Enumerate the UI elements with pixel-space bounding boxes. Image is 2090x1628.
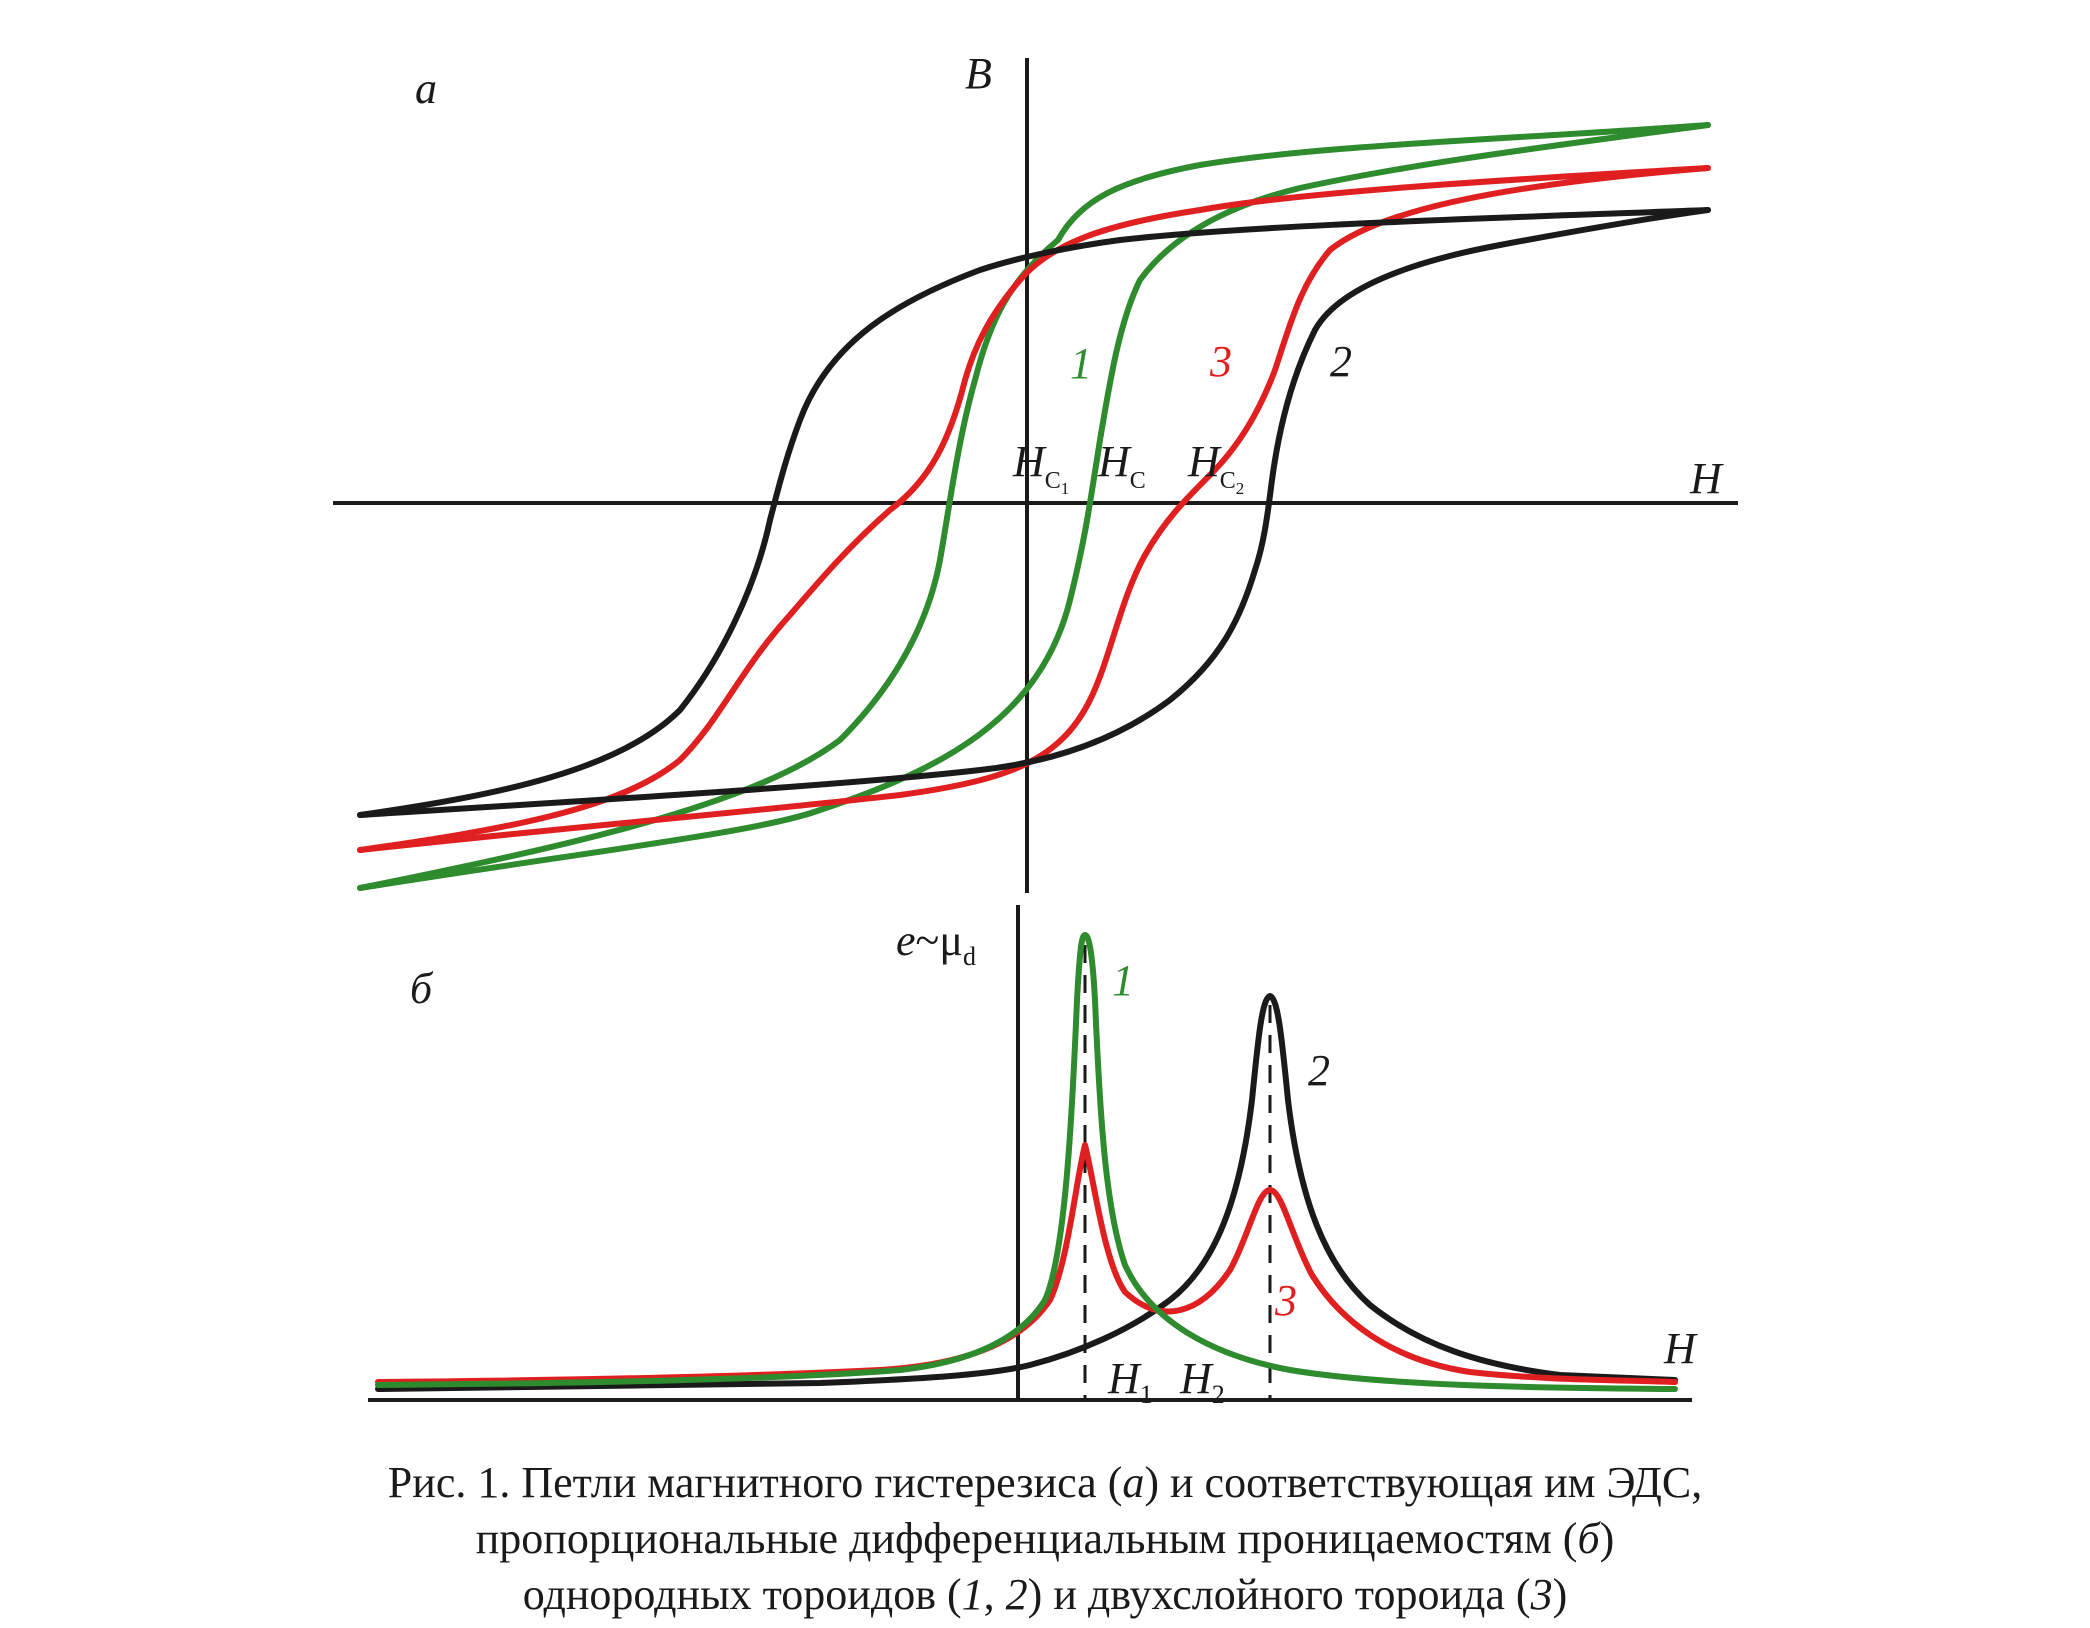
mu-sub: d [963,942,976,971]
h1-symbol: H [1107,1354,1142,1403]
caption-l2-c: ) [1599,1514,1615,1563]
caption-l3-f: 3 [1530,1570,1553,1619]
panel-a-curve-2 [357,207,1711,818]
hc2-label: HC2 [1187,437,1244,498]
curve-1-ascending-branch [357,122,1711,891]
panel-b-curve-1-label: 1 [1112,956,1134,1005]
caption-l1-c: ) и соответствующая им ЭДС, [1144,1458,1703,1507]
svg-text:H1: H1 [1107,1354,1153,1409]
hc2-sub2: 2 [1236,479,1245,498]
panel-b-label: б [410,964,434,1013]
caption-l1-a: Рис. 1. Петли магнитного гистерезиса ( [387,1458,1123,1507]
curve-2-ascending-branch [357,207,1711,818]
h2-symbol: H [1179,1354,1214,1403]
caption-l3-g: ) [1552,1570,1568,1619]
caption-l3-e: ) и двухслойного тороида ( [1027,1570,1531,1619]
panel-a-y-axis-label: B [965,49,992,98]
panel-a-label: а [415,64,437,113]
h2-label: H2 [1179,1354,1225,1409]
hc-sub: C [1130,468,1146,494]
hc1-sub: C [1045,468,1061,494]
panel-b-curve-3 [375,1142,1678,1385]
svg-text:HC: HC [1097,437,1146,494]
panel-a-curve-3-label: 3 [1209,337,1232,386]
panel-b-curve-1 [375,932,1678,1392]
svg-text:e~μd: e~μd [896,916,976,971]
caption-l2-b: б [1577,1514,1600,1563]
curve-3-descending-branch [357,165,1711,853]
caption-line-2: пропорциональные дифференциальным прониц… [0,1511,2090,1567]
figure-caption: Рис. 1. Петли магнитного гистерезиса (а)… [0,1455,2090,1623]
panel-b-curve-2-label: 2 [1308,1046,1330,1095]
caption-l1-b: а [1122,1458,1145,1507]
hc2-sub: C [1220,468,1236,494]
panel-b-peaks [375,932,1678,1392]
panel-a-curve-1-label: 1 [1070,339,1092,388]
svg-text:H2: H2 [1179,1354,1225,1409]
caption-l3-b: 1 [961,1570,984,1619]
panel-a-curve-3 [357,165,1711,853]
panel-b-x-axis-label: H [1663,1324,1698,1373]
caption-line-1: Рис. 1. Петли магнитного гистерезиса (а)… [0,1455,2090,1511]
e-symbol: e [896,916,916,965]
caption-l3-d: 2 [1005,1570,1028,1619]
panel-a-x-axis-label: H [1689,454,1724,503]
panel-b-curve-2 [375,993,1678,1392]
caption-line-3: однородных тороидов (1, 2) и двухслойног… [0,1567,2090,1623]
caption-l3-a: однородных тороидов ( [522,1570,962,1619]
curve-3-ascending-branch [357,165,1711,853]
panel-a-curve-1 [357,122,1711,891]
panel-b-y-axis-label: e~μd [896,916,976,971]
hc-symbol: H [1097,437,1132,486]
hc1-label: HC1 [1012,437,1069,498]
panel-b-curve-3-label: 3 [1274,1276,1297,1325]
hc1-sub2: 1 [1061,479,1070,498]
hc-label: HC [1097,437,1146,494]
caption-l2-a: пропорциональные дифференциальным прониц… [475,1514,1578,1563]
caption-l3-c: , [983,1570,1006,1619]
curve-2-descending-branch [357,207,1711,818]
h1-sub: 1 [1140,1380,1153,1409]
hc1-symbol: H [1012,437,1047,486]
curve-1-descending-branch [357,122,1711,891]
panel-a-curve-2-label: 2 [1330,337,1352,386]
h1-label: H1 [1107,1354,1153,1409]
hc2-symbol: H [1187,437,1222,486]
svg-text:HC2: HC2 [1187,437,1244,498]
mu-symbol: ~μ [916,916,963,965]
svg-text:HC1: HC1 [1012,437,1069,498]
h2-sub: 2 [1212,1380,1225,1409]
